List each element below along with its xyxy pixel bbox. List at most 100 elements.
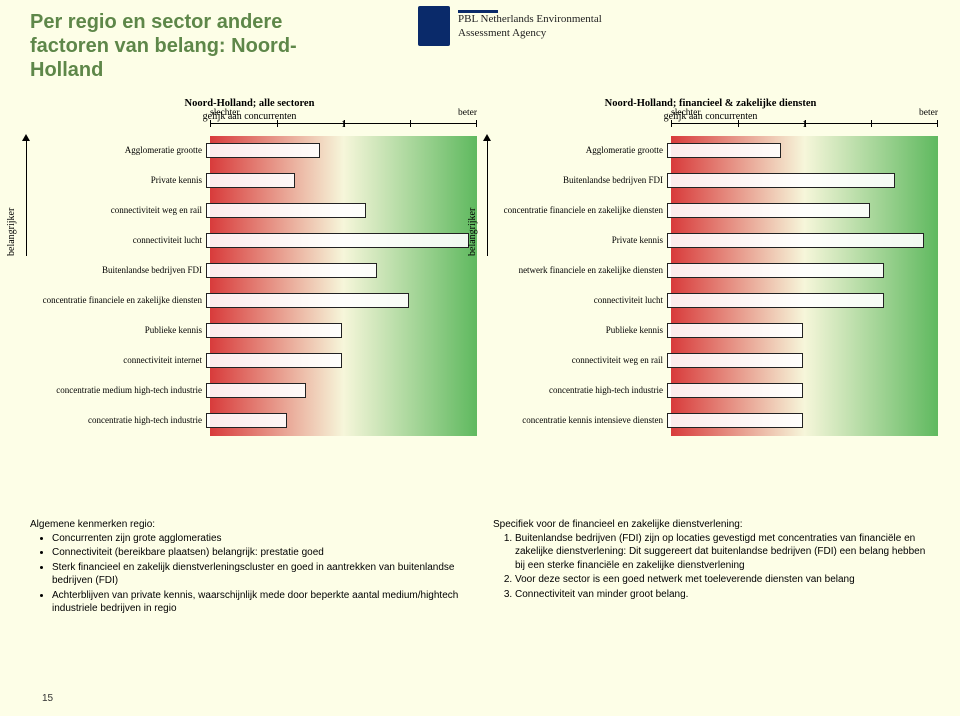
chart-subtitle: gelijk aan concurrenten — [483, 111, 938, 122]
axis-label-high: beter — [458, 108, 477, 118]
bar-zone — [206, 256, 477, 286]
chart-row: concentratie medium high-tech industrie — [22, 376, 477, 406]
bar-zone — [667, 376, 938, 406]
bar — [206, 173, 295, 188]
chart-subtitle: gelijk aan concurrenten — [22, 111, 477, 122]
axis-label-high: beter — [919, 108, 938, 118]
bottom-right-col: Specifiek voor de financieel en zakelijk… — [493, 518, 930, 617]
pbl-logo: PBL Netherlands Environmental Assessment… — [418, 6, 602, 46]
bar — [667, 353, 803, 368]
bar-zone — [206, 316, 477, 346]
row-label: Agglomeratie grootte — [483, 146, 667, 156]
row-label: Private kennis — [22, 176, 206, 186]
list-item: Concurrenten zijn grote agglomeraties — [52, 532, 467, 546]
bottom-text: Algemene kenmerken regio: Concurrenten z… — [30, 518, 930, 617]
chart-row: concentratie high-tech industrie — [22, 406, 477, 436]
axis-label-low: slechter — [671, 108, 701, 118]
chart-row: Agglomeratie grootte — [22, 136, 477, 166]
bar — [667, 263, 884, 278]
row-label: concentratie high-tech industrie — [483, 386, 667, 396]
lion-icon — [418, 6, 450, 46]
chart-row: connectiviteit internet — [22, 346, 477, 376]
row-label: connectiviteit weg en rail — [483, 356, 667, 366]
title-line: Per regio en sector andere — [30, 11, 282, 33]
bar-zone — [667, 346, 938, 376]
bar — [206, 353, 342, 368]
row-label: concentratie financiele en zakelijke die… — [483, 206, 667, 216]
y-axis-label: belangrijker — [6, 208, 17, 256]
bottom-left-list: Concurrenten zijn grote agglomeratiesCon… — [30, 532, 467, 616]
chart-row: connectiviteit weg en rail — [483, 346, 938, 376]
bar — [206, 413, 287, 428]
bar — [206, 263, 377, 278]
bar — [206, 323, 342, 338]
bottom-right-heading: Specifiek voor de financieel en zakelijk… — [493, 518, 930, 532]
title-line: factoren van belang: Noord- — [30, 35, 297, 57]
list-item: Sterk financieel en zakelijk dienstverle… — [52, 561, 467, 588]
chart-row: Buitenlandse bedrijven FDI — [483, 166, 938, 196]
row-label: connectiviteit lucht — [483, 296, 667, 306]
list-item: Connectiviteit van minder groot belang. — [515, 588, 930, 602]
logo-text-2: Assessment Agency — [458, 27, 546, 39]
logo-text-1: PBL Netherlands Environmental — [458, 13, 602, 25]
page-title: Per regio en sector andere factoren van … — [30, 10, 330, 82]
bar-zone — [667, 226, 938, 256]
chart-row: Private kennis — [483, 226, 938, 256]
chart-row: connectiviteit lucht — [22, 226, 477, 256]
bottom-left-heading: Algemene kenmerken regio: — [30, 518, 467, 532]
bar — [667, 233, 924, 248]
chart-row: Buitenlandse bedrijven FDI — [22, 256, 477, 286]
bar — [206, 233, 469, 248]
bar-zone — [206, 196, 477, 226]
bar-zone — [667, 166, 938, 196]
chart-right: Noord-Holland; financieel & zakelijke di… — [483, 98, 938, 436]
bar-zone — [206, 136, 477, 166]
row-label: Agglomeratie grootte — [22, 146, 206, 156]
bar — [206, 293, 409, 308]
page-number: 15 — [42, 693, 53, 704]
axis-label-mid: 1 — [802, 120, 807, 130]
axis-label-low: slechter — [210, 108, 240, 118]
bar — [206, 143, 320, 158]
chart-row: concentratie high-tech industrie — [483, 376, 938, 406]
list-item: Achterblijven van private kennis, waarsc… — [52, 589, 467, 616]
bar-zone — [667, 256, 938, 286]
row-label: Publieke kennis — [22, 326, 206, 336]
row-label: netwerk financiele en zakelijke diensten — [483, 266, 667, 276]
chart-row: concentratie kennis intensieve diensten — [483, 406, 938, 436]
row-label: concentratie financiele en zakelijke die… — [22, 296, 206, 306]
x-axis: slechter1beter — [22, 123, 477, 133]
list-item: Voor deze sector is een goed netwerk met… — [515, 573, 930, 587]
bar — [667, 173, 895, 188]
bar — [206, 383, 306, 398]
row-label: connectiviteit lucht — [22, 236, 206, 246]
axis-label-mid: 1 — [341, 120, 346, 130]
row-label: concentratie high-tech industrie — [22, 416, 206, 426]
bar-zone — [667, 286, 938, 316]
row-label: concentratie medium high-tech industrie — [22, 386, 206, 396]
bar-zone — [206, 346, 477, 376]
chart-row: connectiviteit lucht — [483, 286, 938, 316]
chart-row: Agglomeratie grootte — [483, 136, 938, 166]
chart-row: connectiviteit weg en rail — [22, 196, 477, 226]
bar-zone — [206, 286, 477, 316]
bar — [667, 143, 781, 158]
bottom-left-col: Algemene kenmerken regio: Concurrenten z… — [30, 518, 467, 617]
row-label: Publieke kennis — [483, 326, 667, 336]
chart-title: Noord-Holland; financieel & zakelijke di… — [483, 98, 938, 109]
bar-zone — [667, 196, 938, 226]
list-item: Buitenlandse bedrijven (FDI) zijn op loc… — [515, 532, 930, 573]
bar — [667, 203, 870, 218]
bar — [667, 323, 803, 338]
chart-title: Noord-Holland; alle sectoren — [22, 98, 477, 109]
chart-row: concentratie financiele en zakelijke die… — [483, 196, 938, 226]
chart-rows: belangrijker Agglomeratie grootte Private … — [22, 136, 477, 436]
y-axis-label: belangrijker — [467, 208, 478, 256]
bar — [206, 203, 366, 218]
bar-zone — [667, 136, 938, 166]
bar-zone — [667, 316, 938, 346]
charts-container: Noord-Holland; alle sectoren gelijk aan c… — [22, 98, 938, 436]
chart-row: Publieke kennis — [22, 316, 477, 346]
chart-left: Noord-Holland; alle sectoren gelijk aan c… — [22, 98, 477, 436]
row-label: concentratie kennis intensieve diensten — [483, 416, 667, 426]
